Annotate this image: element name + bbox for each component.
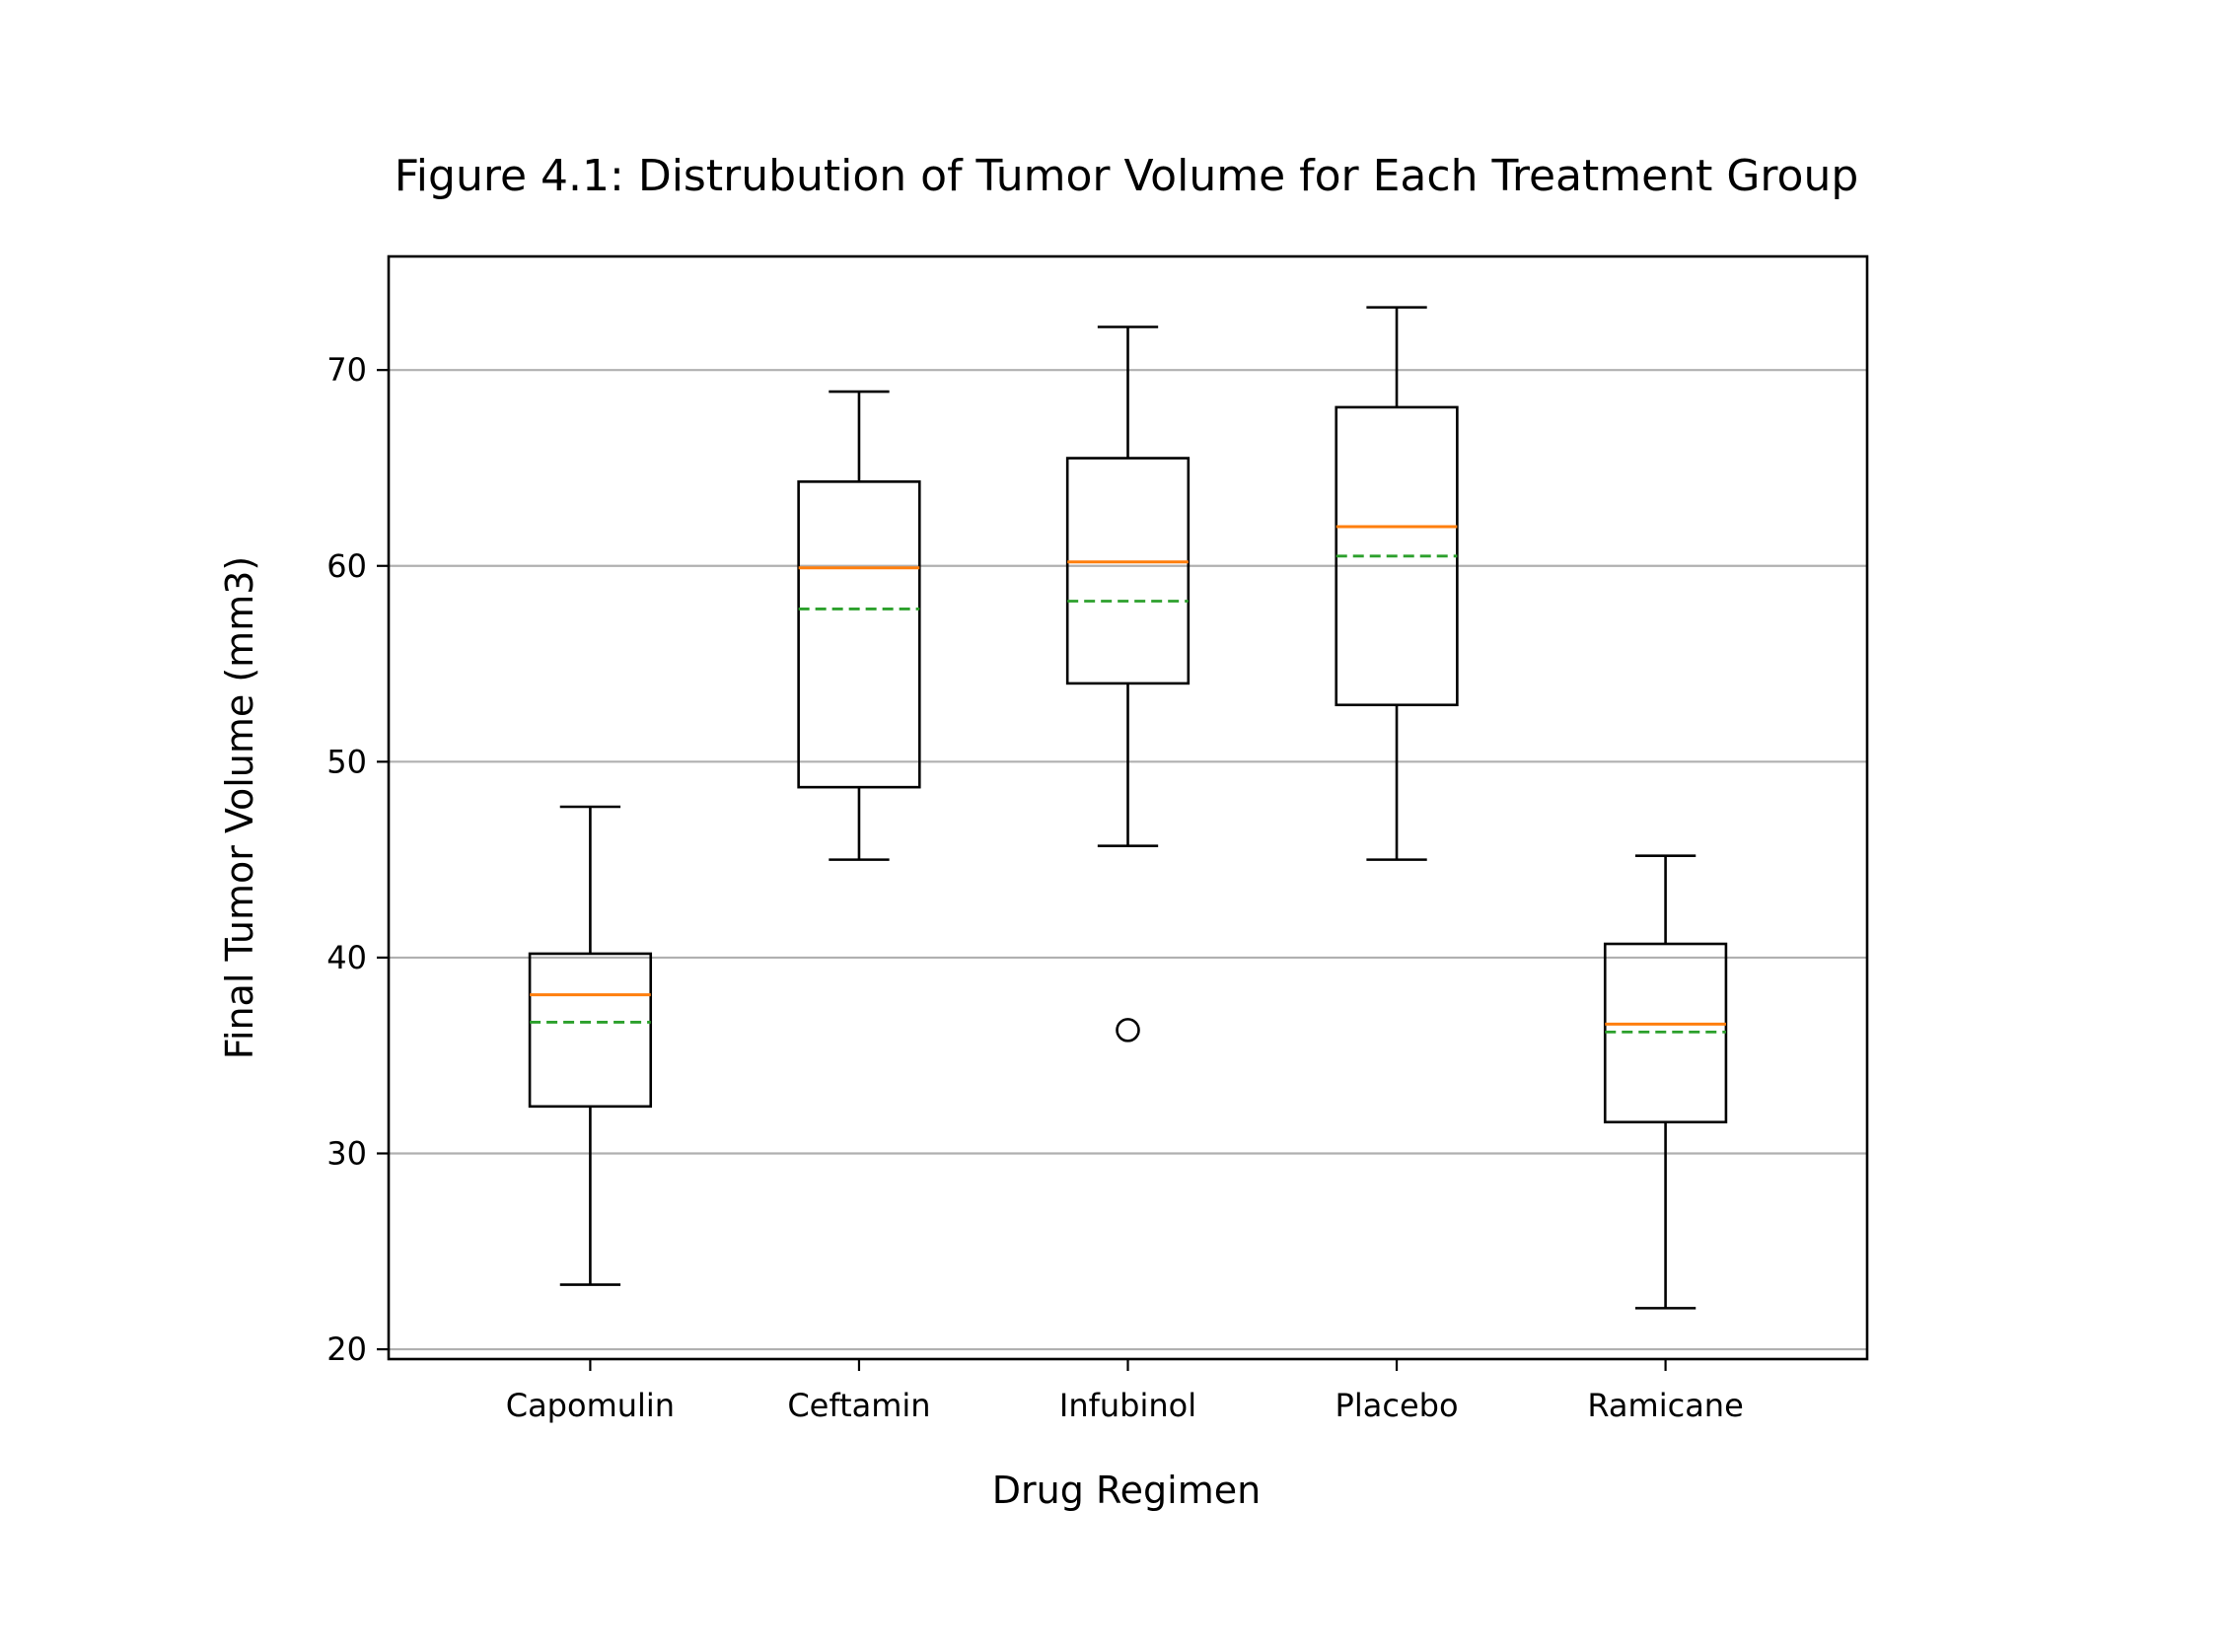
boxes-layer <box>528 306 1728 1310</box>
y-tick-label: 30 <box>326 1134 367 1172</box>
chart-title: Figure 4.1: Distrubution of Tumor Volume… <box>395 151 1859 201</box>
box-placebo <box>1335 306 1459 861</box>
y-axis: 20 30 40 50 60 70 <box>326 351 389 1368</box>
x-tick-label: Placebo <box>1336 1387 1459 1424</box>
box-infubinol <box>1065 325 1191 1042</box>
x-tick-label: Infubinol <box>1059 1387 1196 1424</box>
x-tick-label: Capomulin <box>506 1387 675 1424</box>
y-tick-label: 60 <box>326 547 367 585</box>
y-tick-label: 40 <box>326 939 367 976</box>
x-axis: Capomulin Ceftamin Infubinol Placebo Ramican… <box>506 1359 1744 1424</box>
x-tick-label: Ceftamin <box>787 1387 930 1424</box>
box-ramicane <box>1603 854 1728 1310</box>
y-tick-label: 70 <box>326 351 367 389</box>
outlier-point <box>1116 1018 1140 1042</box>
y-tick-label: 20 <box>326 1330 367 1368</box>
y-tick-label: 50 <box>326 743 367 780</box>
x-axis-label: Drug Regimen <box>992 1469 1261 1512</box>
box-capomulin <box>528 805 653 1286</box>
box-ceftamin <box>797 390 921 861</box>
iqr-box <box>528 952 653 1109</box>
iqr-box <box>1065 457 1191 685</box>
x-tick-label: Ramicane <box>1587 1387 1743 1424</box>
iqr-box <box>797 480 921 789</box>
gridlines <box>389 369 1867 1351</box>
y-axis-label: Final Tumor Volume (mm3) <box>218 556 261 1059</box>
